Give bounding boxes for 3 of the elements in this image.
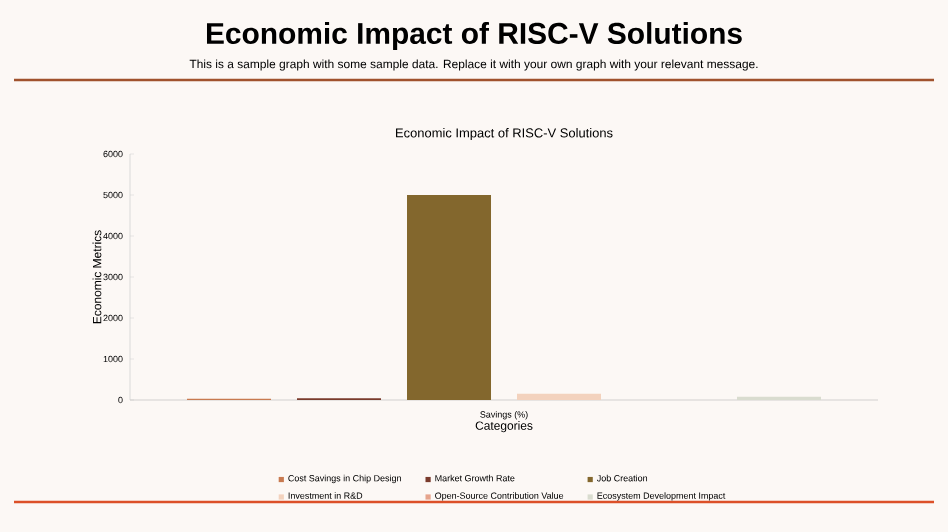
bar: [517, 393, 602, 400]
bar: [407, 195, 492, 400]
chart-title: Economic Impact of RISC-V Solutions: [206, 22, 742, 50]
